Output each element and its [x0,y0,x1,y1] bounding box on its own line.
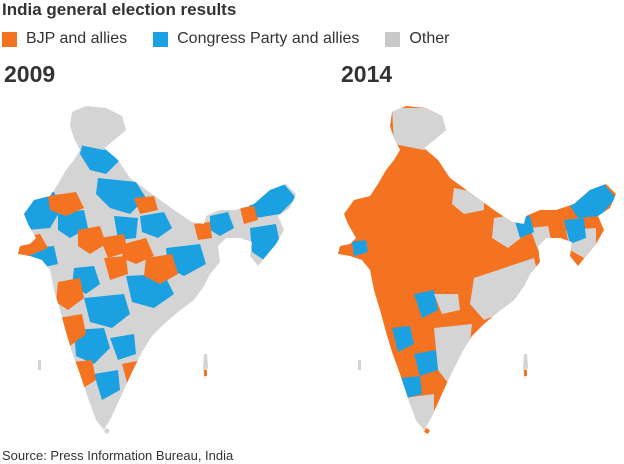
legend-item-bjp: BJP and allies [2,30,127,48]
other-swatch-icon [385,31,401,47]
legend-label-other: Other [409,30,450,47]
lakshadweep-2014 [358,360,361,370]
legend-label-congress: Congress Party and allies [177,30,360,47]
legend-label-bjp: BJP and allies [26,30,128,47]
india-map-2009 [14,98,324,440]
bjp-swatch-icon [2,31,17,47]
india-map-2014-svg [338,106,616,434]
india-map-2009-svg [18,106,296,434]
congress-swatch-icon [153,31,169,47]
andaman-seat-2009 [204,370,207,376]
legend-item-other: Other [385,30,449,48]
andaman-islands-2009 [203,354,208,380]
andaman-seat-2014 [524,370,527,376]
map-year-2009: 2009 [4,61,56,87]
chart-title: India general election results [2,0,237,19]
map-year-2014: 2014 [341,61,393,87]
legend-item-congress: Congress Party and allies [153,30,359,48]
andaman-islands-2014 [523,354,528,380]
lakshadweep-2009 [38,360,41,370]
legend: BJP and allies Congress Party and allies… [2,30,475,48]
india-map-2014 [334,98,624,440]
source-note: Source: Press Information Bureau, India [2,448,234,463]
